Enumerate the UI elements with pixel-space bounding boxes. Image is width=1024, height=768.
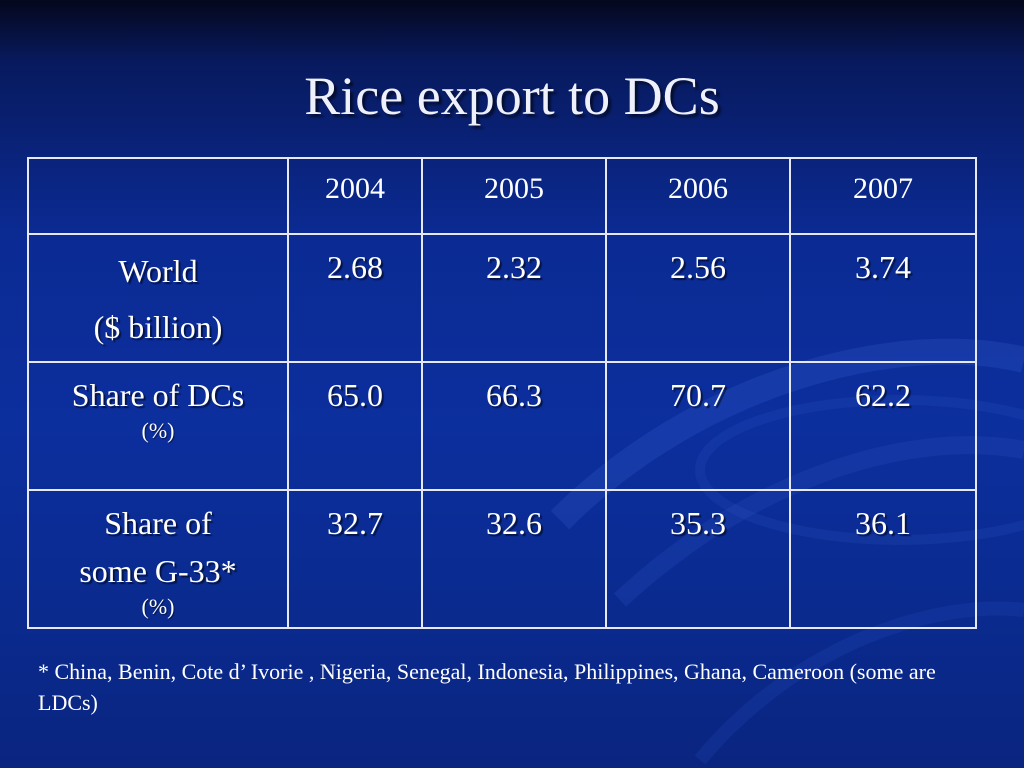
cell-value: 3.74 [855,249,911,285]
table-cell: 32.6 [421,489,607,629]
cell-value: 66.3 [486,377,542,413]
table-header-row: 2004 2005 2006 2007 [27,157,977,235]
header-cell-2006: 2006 [605,157,791,235]
header-cell-2004: 2004 [287,157,423,235]
row-label-cell: World ($ billion) [27,233,289,363]
table-cell: 2.32 [421,233,607,363]
cell-value: 65.0 [327,377,383,413]
row-label-cell: Share of DCs (%) [27,361,289,491]
table-cell: 70.7 [605,361,791,491]
footnote: * China, Benin, Cote d’ Ivorie , Nigeria… [38,659,936,715]
header-cell-empty [27,157,289,235]
table-cell: 3.74 [789,233,977,363]
table-cell: 35.3 [605,489,791,629]
row-label: some G-33* [79,553,237,589]
year-label: 2007 [853,172,913,205]
table-cell: 65.0 [287,361,423,491]
rice-export-table: 2004 2005 2006 2007 World ($ billion) 2.… [27,157,977,629]
row-unit: (%) [141,418,175,443]
row-unit: (%) [141,594,175,619]
cell-value: 32.6 [486,505,542,541]
table-cell: 2.56 [605,233,791,363]
table-row-share-dcs: Share of DCs (%) 65.0 66.3 70.7 62.2 [27,361,977,491]
table-row-share-g33: Share of some G-33* (%) 32.7 32.6 35.3 3… [27,489,977,629]
cell-value: 70.7 [670,377,726,413]
cell-value: 36.1 [855,505,911,541]
table-cell: 62.2 [789,361,977,491]
year-label: 2004 [325,172,385,205]
table-cell: 36.1 [789,489,977,629]
row-label: Share of [104,505,212,541]
row-label: World [118,253,198,289]
table-cell: 32.7 [287,489,423,629]
table-cell: 66.3 [421,361,607,491]
row-label-cell: Share of some G-33* (%) [27,489,289,629]
row-label: ($ billion) [93,309,223,345]
cell-value: 2.32 [486,249,542,285]
cell-value: 2.56 [670,249,726,285]
slide-title: Rice export to DCs [304,66,720,126]
row-label: Share of DCs [71,377,245,413]
header-cell-2005: 2005 [421,157,607,235]
table-row-world: World ($ billion) 2.68 2.32 2.56 3.74 [27,233,977,363]
cell-value: 62.2 [855,377,911,413]
cell-value: 35.3 [670,505,726,541]
table-cell: 2.68 [287,233,423,363]
header-cell-2007: 2007 [789,157,977,235]
cell-value: 2.68 [327,249,383,285]
cell-value: 32.7 [327,505,383,541]
year-label: 2006 [668,172,728,205]
year-label: 2005 [484,172,544,205]
